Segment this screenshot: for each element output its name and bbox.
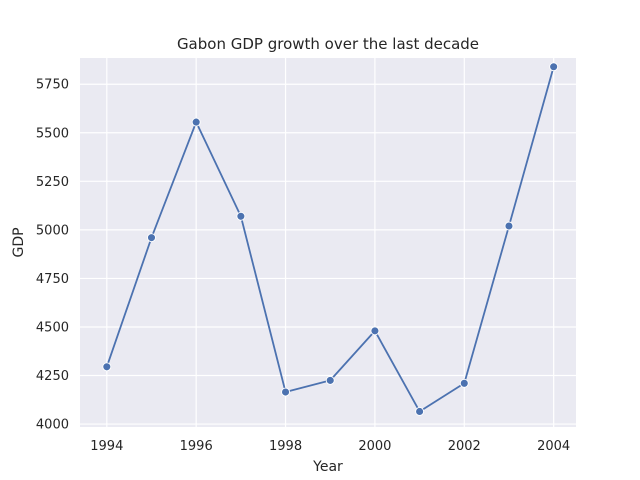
x-tick-label: 2002 — [448, 439, 481, 454]
x-tick-label: 1994 — [90, 439, 123, 454]
y-tick-label: 5750 — [36, 78, 69, 93]
y-tick-label: 5000 — [36, 223, 69, 238]
data-point — [325, 375, 335, 385]
data-point — [147, 233, 156, 243]
data-point — [370, 326, 380, 336]
chart-title: Gabon GDP growth over the last decade — [177, 35, 479, 53]
x-tick-label: 2000 — [358, 439, 391, 454]
x-tick-label: 1998 — [269, 439, 302, 454]
grid-lines — [80, 58, 576, 427]
y-axis-title: GDP — [11, 227, 27, 257]
y-tick-label: 5250 — [36, 175, 69, 190]
data-point — [549, 62, 559, 72]
data-point — [191, 117, 201, 127]
data-point — [504, 221, 514, 231]
data-series — [102, 62, 559, 416]
y-tick-label: 4000 — [36, 418, 69, 433]
x-axis-title: Year — [312, 459, 343, 475]
x-tick-label: 2004 — [537, 439, 570, 454]
data-point — [102, 362, 112, 372]
y-tick-label: 4500 — [36, 320, 69, 335]
plot-area — [80, 58, 576, 427]
data-point — [281, 387, 290, 397]
y-tick-label: 4750 — [36, 272, 69, 287]
data-point — [415, 407, 425, 416]
y-tick-label: 4250 — [36, 369, 69, 384]
x-tick-label: 1996 — [180, 439, 213, 454]
data-point — [459, 378, 469, 388]
data-point — [236, 211, 246, 221]
tick-labels: 1994 1996 1998 2000 2002 2004 4000 4250 4500 4750… — [36, 78, 570, 454]
y-tick-label: 5500 — [36, 126, 69, 141]
